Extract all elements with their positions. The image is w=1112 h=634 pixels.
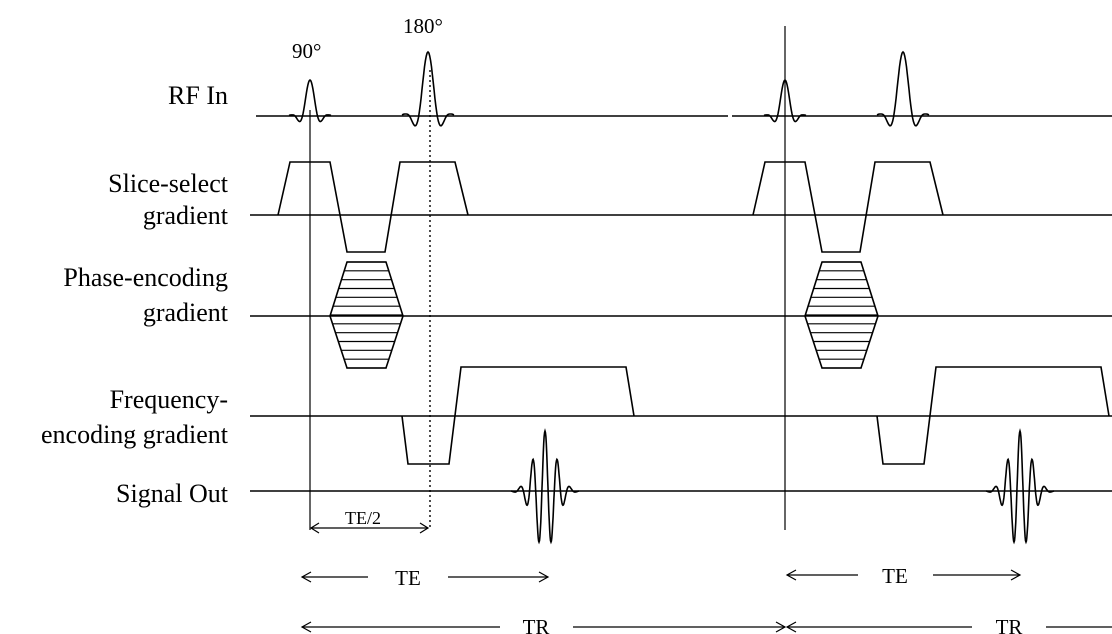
slice-select-lobes-2 (752, 161, 944, 253)
label-te-half: TE/2 (345, 508, 381, 528)
rf-180-pulse-1 (401, 50, 455, 127)
label-rf-in: RF In (168, 81, 228, 110)
label-tr-1: TR (523, 615, 550, 634)
phase-encoding-table-2 (804, 261, 879, 369)
te-half-annotation: TE/2 (309, 508, 430, 534)
label-slice-line1: Slice-select (108, 169, 229, 198)
slice-select-lobes-1 (277, 161, 469, 253)
rf-180-pulse-2 (876, 50, 930, 127)
phase-encoding-table-1 (329, 261, 404, 369)
label-90-pulse: 90° (292, 39, 321, 63)
tr-annotation-1: TR (300, 615, 787, 634)
frequency-encoding-lobes-2 (876, 366, 1110, 465)
signal-echo-2 (985, 428, 1055, 545)
frequency-encoding-lobes-1 (401, 366, 635, 465)
label-te-2: TE (882, 564, 908, 588)
label-phase-line1: Phase-encoding (63, 263, 228, 292)
label-signal-out: Signal Out (116, 479, 229, 508)
rf-90-pulse-1 (288, 78, 332, 123)
te-annotation-1: TE (300, 566, 550, 590)
tr-annotation-2: TR (785, 615, 1112, 634)
signal-echo-1 (510, 428, 580, 545)
te-annotation-2: TE (785, 564, 1022, 588)
label-freq-line2: encoding gradient (41, 420, 229, 449)
label-180-pulse: 180° (403, 14, 443, 38)
label-freq-line1: Frequency- (110, 385, 228, 414)
label-te-1: TE (395, 566, 421, 590)
label-phase-line2: gradient (143, 298, 229, 327)
rf-90-pulse-2 (763, 78, 807, 123)
label-tr-2: TR (996, 615, 1023, 634)
label-slice-line2: gradient (143, 201, 229, 230)
